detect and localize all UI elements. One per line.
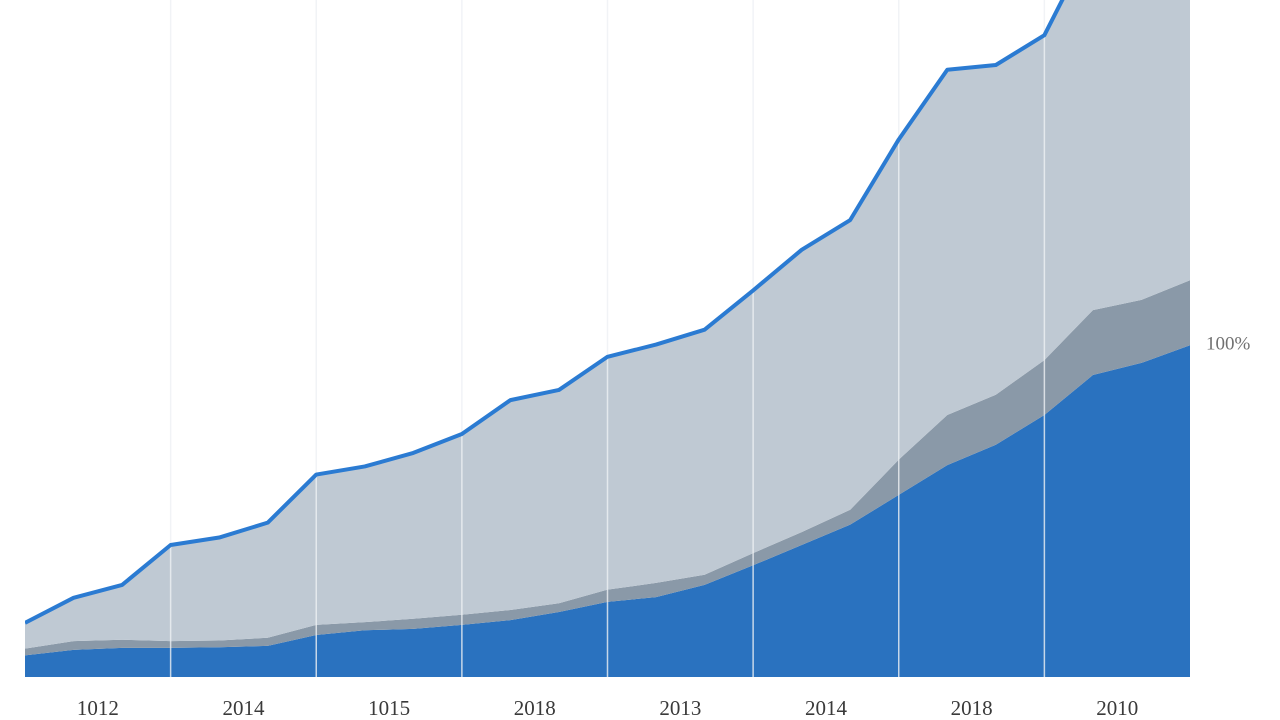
x-tick-label: 1015 (368, 696, 410, 720)
x-tick-label: 2014 (805, 696, 848, 720)
x-tick-label: 2014 (222, 696, 265, 720)
annotation: 100% (1206, 333, 1251, 354)
plot-area (25, 0, 1190, 677)
x-tick-label: 2013 (659, 696, 701, 720)
x-tick-label: 2018 (514, 696, 556, 720)
x-tick-label: 1012 (77, 696, 119, 720)
x-tick-label: 2010 (1096, 696, 1138, 720)
top-line (25, 0, 1065, 625)
x-tick-label: 2018 (951, 696, 993, 720)
